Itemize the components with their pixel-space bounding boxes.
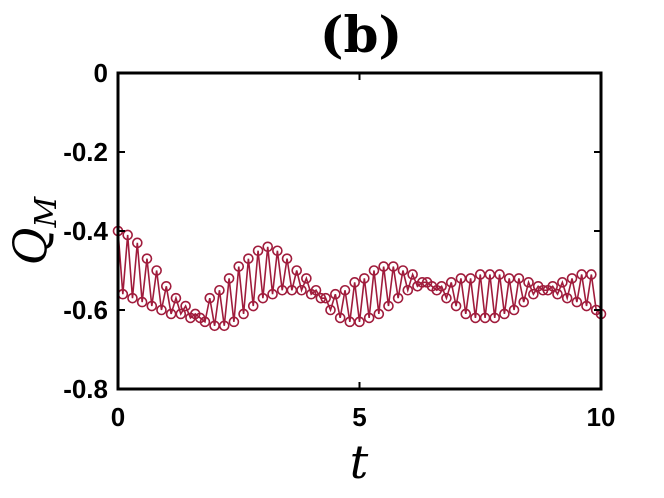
data-point [214, 284, 225, 296]
y-tick-label: -0.6 [63, 295, 108, 325]
data-point [388, 261, 399, 272]
data-point [518, 296, 530, 308]
y-tick-label: 0 [94, 58, 108, 88]
data-point [199, 316, 211, 328]
data-point [354, 316, 365, 328]
y-tick-labels: 0 -0.2 -0.4 -0.6 -0.8 [63, 58, 108, 404]
data-point [170, 292, 182, 304]
data-point [330, 288, 341, 300]
data-point [349, 277, 360, 288]
data-point [407, 269, 418, 280]
data-point [141, 253, 153, 264]
data-point [445, 277, 457, 288]
data-point [122, 229, 133, 241]
data-point [397, 265, 409, 276]
y-tick-label: -0.8 [63, 374, 108, 404]
data-point [392, 292, 404, 304]
data-point [301, 273, 312, 284]
data-point [267, 288, 278, 300]
data-point [204, 292, 216, 304]
data-point [566, 273, 578, 284]
data-point [334, 312, 346, 324]
data-point [161, 280, 172, 292]
chart-title: (b) [320, 5, 402, 64]
axes-frame [116, 71, 603, 391]
data-point [243, 253, 254, 264]
y-axis-label-main: Q [3, 228, 57, 266]
data-point [291, 265, 303, 276]
data-point [513, 273, 525, 284]
y-tick-label: -0.2 [63, 137, 108, 167]
data-point [436, 280, 447, 292]
data-point [310, 284, 322, 296]
svg-text:QM: QM [3, 196, 64, 266]
data-point [489, 312, 501, 324]
axis-ticks [117, 72, 602, 390]
data-point [296, 284, 307, 296]
data-point [586, 269, 597, 280]
data-point [363, 312, 375, 324]
data-point [416, 277, 428, 288]
data-point [247, 300, 259, 312]
y-tick-label: -0.4 [63, 216, 108, 246]
y-axis-label-subscript: M [29, 196, 64, 229]
data-point [272, 245, 283, 257]
data-point [537, 284, 549, 296]
data-point [561, 292, 573, 304]
data-point [151, 265, 162, 276]
data-point [571, 296, 583, 308]
data-point [359, 273, 370, 284]
data-point [146, 300, 158, 312]
data-point [339, 284, 351, 296]
data-point [315, 292, 327, 304]
data-point [528, 288, 539, 300]
x-tick-labels: 0 5 10 [111, 402, 616, 432]
data-point [402, 284, 414, 296]
data-point [494, 269, 505, 280]
data-point [136, 296, 148, 308]
y-axis-label: QM [3, 196, 64, 266]
data-point [228, 316, 240, 328]
data-point [508, 304, 520, 316]
data-point [368, 265, 380, 276]
x-tick-label: 10 [587, 402, 616, 432]
data-point [552, 288, 563, 300]
data-point [581, 300, 592, 312]
data-point [523, 277, 534, 288]
plot-area [112, 225, 607, 332]
data-point [180, 300, 191, 312]
data-point [156, 304, 167, 316]
x-tick-label: 0 [111, 402, 125, 432]
data-point [499, 308, 510, 320]
data-point [557, 277, 568, 288]
data-point [547, 280, 559, 292]
data-point [383, 300, 394, 312]
data-point [450, 300, 462, 312]
data-point [460, 308, 472, 320]
x-axis-label: t [350, 435, 369, 489]
data-point [223, 273, 235, 284]
data-point [325, 304, 336, 316]
data-point [233, 261, 245, 272]
data-point [218, 320, 230, 332]
data-point [238, 308, 249, 320]
data-point [465, 273, 476, 284]
data-point [320, 292, 331, 304]
data-point [175, 308, 187, 320]
data-point [252, 245, 264, 257]
data-point [127, 292, 138, 304]
data-point [281, 253, 293, 264]
x-tick-label: 5 [352, 402, 366, 432]
data-point [441, 292, 452, 304]
data-point [257, 292, 269, 304]
data-point [132, 237, 143, 249]
data-point [262, 241, 274, 253]
data-point [373, 308, 385, 320]
